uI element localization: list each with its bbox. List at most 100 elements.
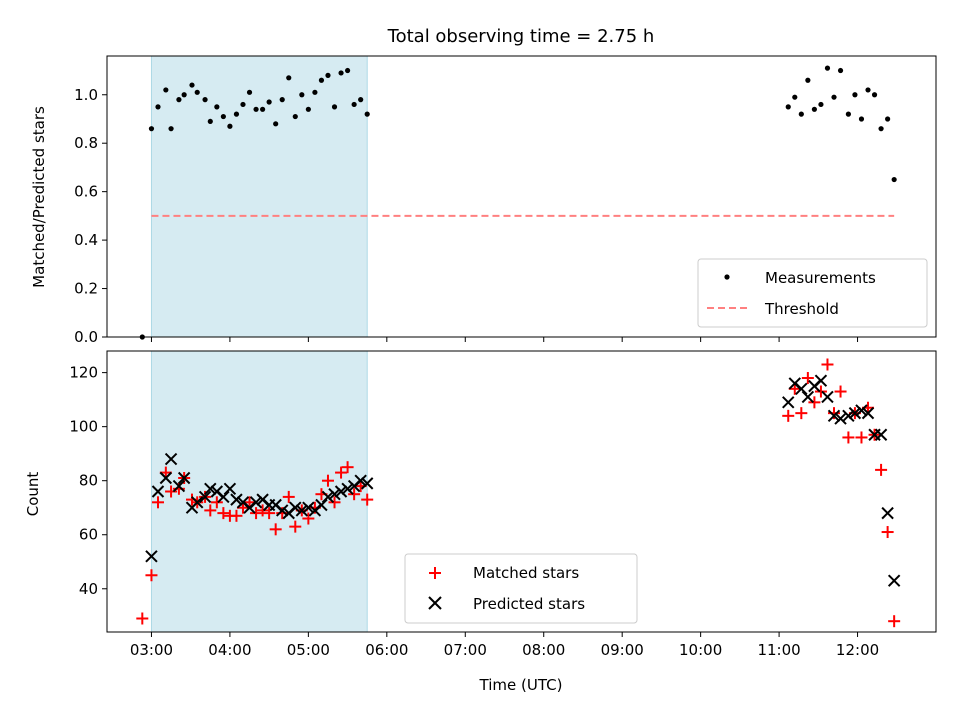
measurement-point xyxy=(299,92,305,98)
measurement-point xyxy=(305,106,311,112)
predicted-star-marker xyxy=(334,485,348,498)
predicted-star-marker xyxy=(795,382,808,396)
predicted-star-marker xyxy=(341,482,354,496)
count-panel: 40 60 80 100 120 03:00 04:00 05:00 06:00 07:00 08:… xyxy=(24,350,937,694)
x-tick-label: 09:00 xyxy=(601,641,644,659)
measurement-point xyxy=(312,89,318,95)
matched-star-marker xyxy=(341,461,354,474)
matched-star-marker xyxy=(302,512,315,525)
predicted-star-marker xyxy=(834,412,847,425)
predicted-star-marker xyxy=(887,574,901,587)
measurement-point xyxy=(805,77,811,83)
matched-star-marker xyxy=(250,507,263,520)
matched-star-marker xyxy=(204,504,217,517)
matched-star-marker xyxy=(210,496,223,509)
x-tick-label: 03:00 xyxy=(130,641,173,659)
x-tick-label: 10:00 xyxy=(679,641,722,659)
measurement-point xyxy=(220,113,226,120)
x-tick-label: 06:00 xyxy=(365,641,408,659)
predicted-star-marker xyxy=(315,498,328,512)
predicted-star-marker xyxy=(881,506,894,520)
predicted-star-marker xyxy=(249,496,263,509)
measurement-point xyxy=(246,89,253,95)
observing-window-shade xyxy=(150,55,368,338)
ratio-y-tick-label: 1.0 xyxy=(74,86,98,104)
measurement-point xyxy=(351,101,357,108)
measurement-point xyxy=(865,87,871,93)
measurement-point xyxy=(163,87,169,93)
x-axis-label: Time (UTC) xyxy=(479,676,563,694)
matched-star-marker xyxy=(230,509,243,522)
matched-star-marker xyxy=(185,493,198,506)
count-y-tick-label: 80 xyxy=(79,472,98,490)
measurement-point xyxy=(798,111,804,117)
matched-star-marker xyxy=(165,485,178,498)
matched-star-marker xyxy=(256,504,269,517)
x-tick-label: 04:00 xyxy=(208,641,251,659)
measurement-point xyxy=(176,97,182,103)
predicted-star-marker xyxy=(295,504,309,517)
predicted-star-marker xyxy=(782,396,795,409)
measurement-point xyxy=(325,72,331,78)
matched-star-marker xyxy=(881,526,894,539)
measurement-point xyxy=(344,67,351,74)
measurement-point xyxy=(824,65,831,71)
ratio-y-tick-label: 0.6 xyxy=(74,183,98,201)
chart-title: Total observing time = 2.75 h xyxy=(387,26,655,47)
predicted-star-marker xyxy=(874,428,888,441)
predicted-star-marker xyxy=(321,490,335,504)
measurement-point xyxy=(858,116,865,122)
ratio-y-axis-label: Matched/Predicted stars xyxy=(30,106,48,288)
x-tick-label: 05:00 xyxy=(287,641,330,659)
matched-star-marker xyxy=(136,612,149,625)
predicted-star-marker xyxy=(328,487,341,501)
measurement-point xyxy=(214,104,220,110)
matched-star-marker xyxy=(361,493,374,506)
matched-star-marker xyxy=(814,385,827,398)
matched-star-marker xyxy=(145,569,158,582)
matched-star-marker xyxy=(217,507,230,520)
matched-star-marker xyxy=(269,523,282,536)
matched-star-marker xyxy=(321,474,334,487)
measurement-point xyxy=(189,82,195,88)
measurement-point xyxy=(227,123,233,129)
matched-star-marker xyxy=(834,385,847,398)
matched-star-marker xyxy=(875,463,888,476)
measurement-point xyxy=(292,113,298,120)
matched-star-marker xyxy=(282,490,295,503)
threshold-legend-label: Threshold xyxy=(764,300,839,318)
predicted-star-marker xyxy=(276,504,289,517)
matched-star-marker xyxy=(888,615,901,628)
predicted-star-marker xyxy=(230,493,243,506)
measurement-point xyxy=(338,70,344,76)
measurement-point xyxy=(155,104,161,110)
ratio-panel: Total observing time = 2.75 h 0.00.20.40… xyxy=(30,26,937,346)
matched-star-marker xyxy=(263,507,276,520)
x-tick-label: 11:00 xyxy=(757,641,800,659)
measurement-point xyxy=(194,89,200,95)
measurement-point xyxy=(331,104,338,110)
matched-star-marker xyxy=(808,396,821,409)
measurement-point xyxy=(260,106,266,112)
predicted-star-marker xyxy=(827,409,841,423)
count-y-tick-label: 60 xyxy=(79,526,98,544)
matched-star-marker xyxy=(842,431,855,444)
measurement-point xyxy=(286,75,292,81)
predicted-star-marker xyxy=(151,485,165,498)
predicted-star-marker xyxy=(217,490,230,504)
predicted-star-marker xyxy=(164,452,178,466)
predicted-star-marker xyxy=(223,482,237,496)
count-y-tick-label: 100 xyxy=(69,418,98,436)
ratio-legend-box xyxy=(697,258,928,328)
predicted-legend-marker xyxy=(428,596,442,610)
measurement-point xyxy=(785,104,791,110)
measurement-point xyxy=(240,101,246,108)
predicted-star-marker xyxy=(360,477,374,490)
ratio-y-tick-label: 0.2 xyxy=(74,280,98,298)
x-tick-label: 07:00 xyxy=(444,641,487,659)
ratio-legend: Measurements Threshold xyxy=(697,258,928,328)
x-tick-label: 08:00 xyxy=(522,641,565,659)
measurement-point xyxy=(202,97,208,103)
ratio-marks xyxy=(139,65,897,340)
